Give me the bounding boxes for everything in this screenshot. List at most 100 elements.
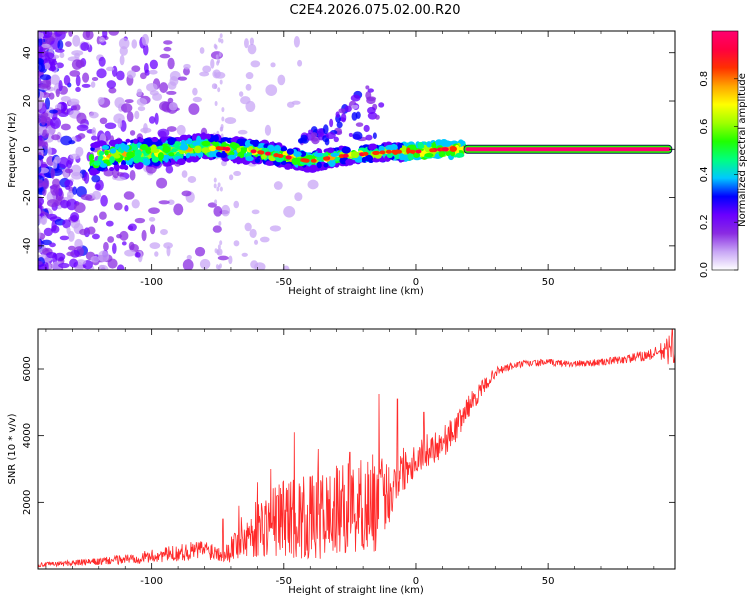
heatmap-ridge-cell bbox=[265, 160, 274, 166]
bottom-x-axis-label: Height of straight line (km) bbox=[288, 585, 424, 596]
heatmap-noise-cell bbox=[120, 103, 133, 113]
heatmap-noise-cell bbox=[247, 43, 257, 55]
heatmap-noise-cell bbox=[91, 127, 97, 137]
heatmap-noise-cell bbox=[90, 81, 96, 88]
heatmap-ridge-cell bbox=[109, 166, 115, 172]
heatmap-noise-cell bbox=[286, 101, 295, 108]
heatmap-noise-cell bbox=[41, 216, 46, 225]
heatmap-noise-cell bbox=[221, 116, 225, 122]
heatmap-noise-cell bbox=[68, 31, 73, 37]
heatmap-ridge-cell bbox=[113, 154, 121, 159]
heatmap-ridge-cell bbox=[213, 134, 219, 143]
heatmap-noise-cell bbox=[39, 74, 52, 81]
heatmap-noise-cell bbox=[124, 205, 129, 212]
heatmap-ridge-cell bbox=[284, 163, 292, 170]
top-plot-frame bbox=[37, 30, 676, 271]
heatmap-hot-cell bbox=[342, 153, 349, 158]
heatmap-noise-cell bbox=[116, 70, 125, 81]
heatmap-noise-cell bbox=[58, 187, 63, 197]
heatmap-noise-cell bbox=[297, 59, 303, 67]
heatmap-ridge-cell bbox=[164, 155, 169, 163]
heatmap-noise-cell bbox=[282, 265, 290, 270]
top-x-tick-label: -100 bbox=[140, 277, 163, 288]
heatmap-ridge-cell bbox=[133, 138, 138, 144]
heatmap-ridge-cell bbox=[286, 148, 294, 155]
heatmap-noise-cell bbox=[59, 235, 69, 241]
heatmap-ridge-cell bbox=[150, 148, 160, 153]
heatmap-ridge-cell bbox=[168, 152, 175, 157]
heatmap-noise-cell bbox=[216, 186, 220, 192]
heatmap-noise-cell bbox=[83, 172, 90, 184]
heatmap-noise-cell bbox=[163, 46, 172, 52]
heatmap-noise-cell bbox=[213, 71, 217, 77]
heatmap-noise-cell bbox=[40, 115, 47, 126]
heatmap-noise-cell bbox=[94, 183, 101, 191]
heatmap-ridge-cell bbox=[254, 158, 261, 164]
heatmap-noise-cell bbox=[41, 43, 51, 49]
heatmap-noise-cell bbox=[183, 63, 191, 70]
heatmap-noise-cell bbox=[64, 179, 74, 188]
heatmap-noise-cell bbox=[69, 70, 81, 77]
heatmap-ridge-cell bbox=[113, 163, 119, 170]
heatmap-noise-cell bbox=[93, 215, 99, 224]
colorbar-tick-label: 0.2 bbox=[699, 214, 710, 230]
heatmap-noise-cell bbox=[166, 126, 177, 132]
bottom-plot-frame bbox=[37, 328, 676, 570]
heatmap-noise-cell bbox=[113, 202, 123, 211]
heatmap-noise-cell bbox=[38, 97, 43, 110]
heatmap-noise-cell bbox=[89, 111, 99, 119]
heatmap-noise-cell bbox=[134, 252, 141, 258]
heatmap-noise-cell bbox=[75, 75, 81, 87]
heatmap-hot-cell bbox=[250, 149, 257, 154]
heatmap-noise-cell bbox=[66, 227, 71, 235]
heatmap-ridge-cell bbox=[235, 156, 242, 165]
heatmap-noise-cell bbox=[238, 91, 244, 97]
heatmap-ridge-cell bbox=[280, 146, 288, 152]
heatmap-noise-cell bbox=[117, 118, 123, 129]
heatmap-noise-cell bbox=[283, 206, 296, 218]
heatmap-noise-cell bbox=[46, 199, 59, 208]
heatmap-noise-cell bbox=[181, 190, 192, 197]
heatmap-ridge-cell bbox=[128, 159, 133, 166]
heatmap-ridge-cell bbox=[455, 152, 465, 158]
bottom-plot-area bbox=[38, 329, 675, 569]
top-y-tick-label: 40 bbox=[22, 46, 33, 59]
heatmap-noise-cell bbox=[199, 71, 210, 77]
heatmap-noise-cell bbox=[366, 97, 376, 105]
heatmap-noise-cell bbox=[264, 124, 272, 136]
heatmap-ridge-cell bbox=[120, 144, 130, 151]
heatmap-noise-cell bbox=[90, 255, 100, 263]
heatmap-ridge-cell bbox=[138, 137, 144, 143]
figure-title: C2E4.2026.075.02.00.R20 bbox=[289, 3, 460, 18]
heatmap-noise-cell bbox=[66, 194, 72, 200]
heatmap-noise-cell bbox=[56, 31, 68, 35]
heatmap-noise-cell bbox=[148, 207, 160, 214]
heatmap-hot-cell bbox=[217, 146, 224, 151]
heatmap-noise-cell bbox=[64, 168, 73, 174]
heatmap-hot-cell bbox=[310, 158, 317, 163]
heatmap-noise-cell bbox=[148, 69, 158, 75]
heatmap-noise-cell bbox=[97, 96, 105, 105]
heatmap-ridge-cell bbox=[361, 156, 367, 163]
heatmap-noise-cell bbox=[214, 71, 226, 79]
heatmap-noise-cell bbox=[91, 174, 101, 183]
heatmap-ridge-cell bbox=[309, 164, 318, 173]
heatmap-noise-cell bbox=[121, 241, 127, 246]
heatmap-noise-cell bbox=[50, 225, 60, 234]
heatmap-noise-cell bbox=[324, 138, 330, 146]
heatmap-noise-cell bbox=[38, 58, 45, 65]
heatmap-ridge-cell bbox=[201, 140, 211, 147]
heatmap-noise-cell bbox=[58, 262, 70, 269]
heatmap-ridge-cell bbox=[227, 154, 236, 160]
heatmap-noise-cell bbox=[293, 36, 300, 48]
heatmap-hot-cell bbox=[300, 158, 307, 163]
heatmap-ridge-cell bbox=[316, 156, 323, 161]
heatmap-noise-cell bbox=[158, 200, 170, 205]
heatmap-ridge-cell bbox=[440, 141, 448, 146]
heatmap-ridge-cell bbox=[426, 141, 432, 148]
heatmap-noise-cell bbox=[329, 118, 334, 128]
heatmap-noise-cell bbox=[228, 174, 234, 181]
heatmap-noise-cell bbox=[344, 105, 352, 113]
heatmap-noise-cell bbox=[218, 52, 222, 58]
